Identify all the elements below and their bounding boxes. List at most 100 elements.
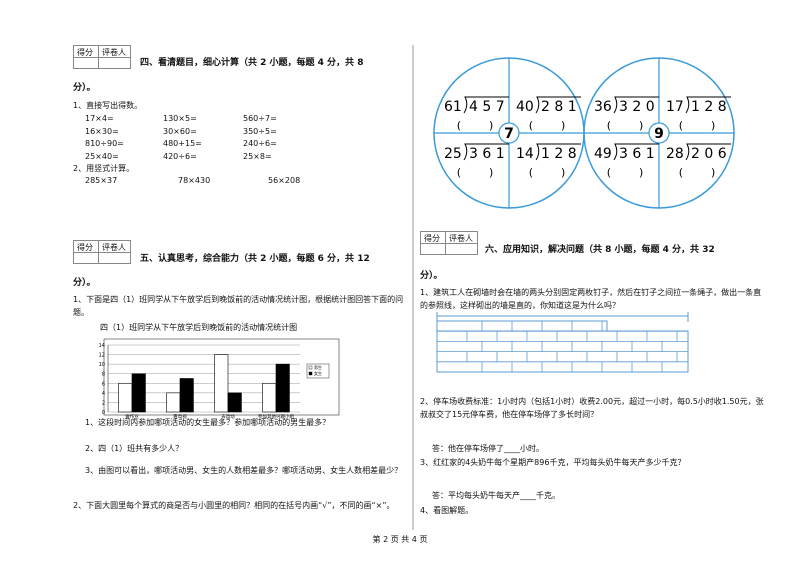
divisor: 40 (516, 99, 534, 115)
bar (275, 363, 290, 413)
y-tick-label: 10 (99, 362, 105, 368)
chart-title: 四（1）班同学从下午放学后到晚饭前的活动情况统计图 (100, 323, 298, 332)
expression: 810÷90= (85, 139, 124, 149)
bar (131, 373, 146, 413)
y-tick-label: 14 (99, 343, 105, 349)
label: 评卷人 (102, 48, 126, 57)
expression: 420÷6= (163, 152, 197, 162)
divisor: 25 (444, 146, 462, 162)
y-tick-label: 8 (102, 372, 105, 378)
dividend: 2 8 1 (541, 99, 577, 115)
x-tick-label: 去运动 (221, 413, 235, 420)
y-tick-label: 2 (102, 400, 105, 406)
answer-paren: ( ) (529, 119, 566, 132)
section-title: 六、应用知识，解决问题（共 8 小题，每题 4 分，共 32 (485, 245, 715, 255)
chart-frame (103, 338, 340, 416)
section-title: 四、看清题目，细心计算（共 2 小题，每题 4 分，共 8 (140, 58, 364, 68)
dividend: 1 2 8 (691, 99, 727, 115)
section-title: 分）。 (420, 271, 443, 281)
division-bracket (463, 96, 509, 114)
bar (214, 354, 229, 413)
answer-paren: ( ) (679, 119, 716, 132)
expression: 130×5= (163, 114, 197, 123)
dividend: 2 0 6 (691, 146, 727, 162)
legend-label: 男生 (314, 364, 322, 370)
divisor: 36 (594, 99, 612, 115)
x-tick-label: 做作业 (125, 413, 139, 420)
label: 评卷人 (102, 243, 126, 252)
division-bracket (463, 143, 509, 161)
answer-paren: ( ) (457, 166, 494, 179)
question: 2、下面大圆里每个算式的商是否与小圆里的相同？相同的在括号内画“√”，不同的画“… (73, 501, 395, 510)
divisor: 61 (444, 99, 462, 115)
question: 1、下面是四（1）班同学从下午放学后到晚饭前的活动情况统计图，根据统计图回答下面… (73, 295, 404, 317)
division-bracket (613, 143, 659, 161)
expression: 17×4= (85, 114, 114, 123)
center-number: 9 (654, 126, 664, 142)
small-circle (648, 122, 670, 144)
score-box: 得分 评卷人 (73, 240, 131, 264)
division-bracket (535, 143, 581, 161)
expression: 285×37 (85, 176, 118, 185)
expression: 350÷5= (243, 126, 277, 136)
divisor: 17 (666, 99, 684, 115)
section-title: 分）。 (73, 278, 96, 288)
expression: 25×40= (85, 152, 119, 162)
expression: 25×8= (243, 152, 272, 162)
y-tick-label: 6 (102, 381, 105, 387)
division-bracket (685, 96, 731, 114)
legend (306, 363, 330, 379)
expression: 78×430 (178, 176, 211, 185)
bar (118, 382, 133, 413)
bar (227, 392, 242, 413)
label: 得分 (424, 234, 440, 243)
answer-paren: ( ) (457, 119, 494, 132)
label: 得分 (77, 243, 93, 252)
section-title: 五、认真思考，综合能力（共 2 小题，每题 6 分，共 12 (140, 254, 370, 264)
section-title: 分）。 (73, 83, 96, 93)
y-tick-label: 0 (102, 410, 105, 416)
bar (166, 392, 181, 413)
divisor: 14 (516, 146, 534, 162)
dividend: 3 2 0 (619, 99, 655, 115)
y-tick-label: 4 (102, 391, 105, 397)
division-bracket (685, 143, 731, 161)
expression: 480+15= (163, 139, 202, 149)
y-tick-label: 12 (99, 353, 105, 359)
answer-paren: ( ) (679, 166, 716, 179)
score-box: 得分 评卷人 (73, 45, 131, 69)
legend-label: 女生 (314, 370, 322, 376)
answer-paren: ( ) (529, 166, 566, 179)
expression: 56×208 (268, 176, 301, 185)
footer: 第 2 页 共 4 页 (372, 535, 428, 544)
wall-top (436, 320, 608, 332)
question: 3、由图可以看出，哪项活动男、女生的人数相差最多？哪项活动男、女生人数相差最少？ (85, 466, 403, 475)
answer: 答：他在停车场停了____小时。 (432, 444, 544, 453)
label: 得分 (77, 48, 93, 57)
expression: 240÷6= (243, 139, 277, 149)
question: 3、红红家的4头奶牛每个星期产896千克，平均每头奶牛每天产多少千克？ (420, 458, 686, 467)
dividend: 4 5 7 (469, 99, 505, 115)
answer: 答：平均每头奶牛每天产____千克。 (432, 491, 560, 500)
x-tick-label: 参加其他兴趣小组 (258, 413, 294, 420)
question: 2、用竖式计算。 (73, 164, 135, 173)
label: 评卷人 (449, 234, 473, 243)
dividend: 3 6 1 (469, 146, 505, 162)
question: 2、停车场收费标准：1小时内（包括1小时）收费2.00元，超过一小时，每0.5小… (420, 397, 764, 419)
division-bracket (535, 96, 581, 114)
expression: 560÷7= (243, 114, 277, 123)
dividend: 3 6 1 (619, 146, 655, 162)
bar (179, 378, 194, 413)
answer-paren: ( ) (607, 119, 644, 132)
center-number: 7 (504, 126, 514, 142)
answer-paren: ( ) (607, 166, 644, 179)
bar (262, 382, 277, 413)
legend-swatch (308, 371, 313, 376)
question: 2、四（1）班共有多少人？ (85, 444, 184, 453)
division-bracket (613, 96, 659, 114)
divisor: 49 (594, 146, 612, 162)
divisor: 28 (666, 146, 684, 162)
small-circle (498, 122, 520, 144)
